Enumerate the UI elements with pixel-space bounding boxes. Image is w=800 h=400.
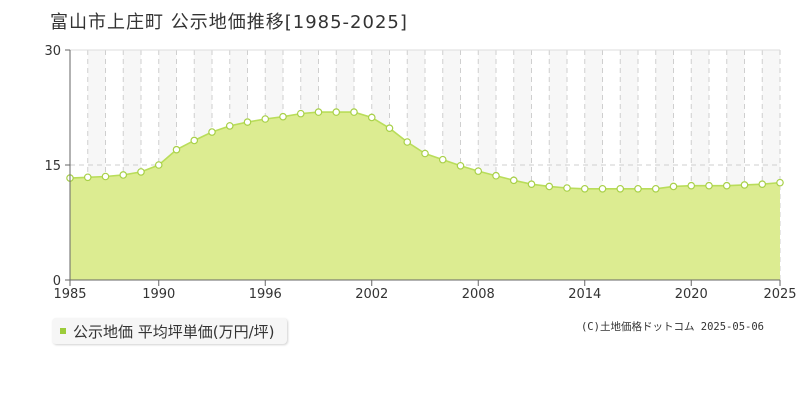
x-tick-label: 2014 — [568, 287, 601, 302]
credit-text: (C)土地価格ドットコム 2025-05-06 — [580, 321, 764, 333]
data-point — [669, 182, 678, 191]
data-point — [208, 128, 216, 136]
data-point — [758, 180, 767, 188]
data-point — [438, 155, 447, 164]
legend-swatch — [60, 328, 66, 334]
x-tick-label: 2002 — [355, 287, 388, 302]
x-tick-labels: 1985 1990 1996 2002 2008 2014 2020 2025 — [53, 287, 796, 302]
area-fill — [70, 112, 780, 280]
data-point — [634, 184, 642, 193]
data-point — [651, 184, 660, 193]
x-tick-label: 1996 — [249, 287, 282, 302]
data-point — [776, 178, 784, 187]
data-point — [740, 181, 749, 189]
data-point — [580, 184, 589, 193]
data-point — [456, 161, 465, 170]
data-point — [563, 184, 571, 192]
data-point — [332, 108, 341, 116]
y-tick-labels: 0 15 30 — [44, 44, 61, 289]
data-point — [367, 113, 376, 122]
data-point — [101, 172, 110, 181]
data-point — [137, 168, 145, 176]
data-point — [598, 184, 607, 193]
legend-label: 公示地価 平均坪単価(万円/坪) — [73, 322, 275, 341]
x-tick-label: 2020 — [675, 287, 708, 302]
y-tick-label: 0 — [53, 274, 61, 289]
data-point — [296, 109, 305, 118]
data-point — [474, 167, 483, 175]
chart-title: 富山市上庄町 公示地価推移[1985-2025] — [50, 12, 408, 33]
data-point — [492, 171, 500, 180]
data-point — [243, 118, 252, 126]
axes — [65, 49, 781, 286]
data-point — [403, 138, 412, 146]
data-point — [261, 115, 270, 123]
data-point — [190, 136, 199, 145]
data-point — [279, 112, 287, 121]
data-point — [119, 171, 128, 179]
markers — [66, 108, 784, 193]
data-point — [421, 149, 429, 158]
data-point — [545, 182, 554, 191]
y-tick-label: 30 — [44, 44, 61, 59]
x-tick-label: 1985 — [53, 287, 86, 302]
data-point — [705, 181, 713, 190]
data-point — [225, 122, 234, 130]
y-tick-label: 15 — [44, 159, 61, 174]
legend: 公示地価 平均坪単価(万円/坪) — [52, 318, 287, 344]
data-point — [385, 124, 394, 133]
data-point — [83, 173, 92, 182]
x-tick-label: 1990 — [142, 287, 175, 302]
data-point — [350, 108, 358, 116]
data-point — [616, 184, 625, 193]
data-point — [687, 181, 696, 190]
x-tick-label: 2025 — [763, 287, 796, 302]
data-point — [314, 108, 323, 116]
data-point — [509, 176, 518, 185]
x-tick-label: 2008 — [462, 287, 495, 302]
data-point — [154, 161, 163, 169]
data-point — [527, 180, 536, 188]
data-point — [722, 181, 731, 190]
data-point — [172, 145, 181, 154]
